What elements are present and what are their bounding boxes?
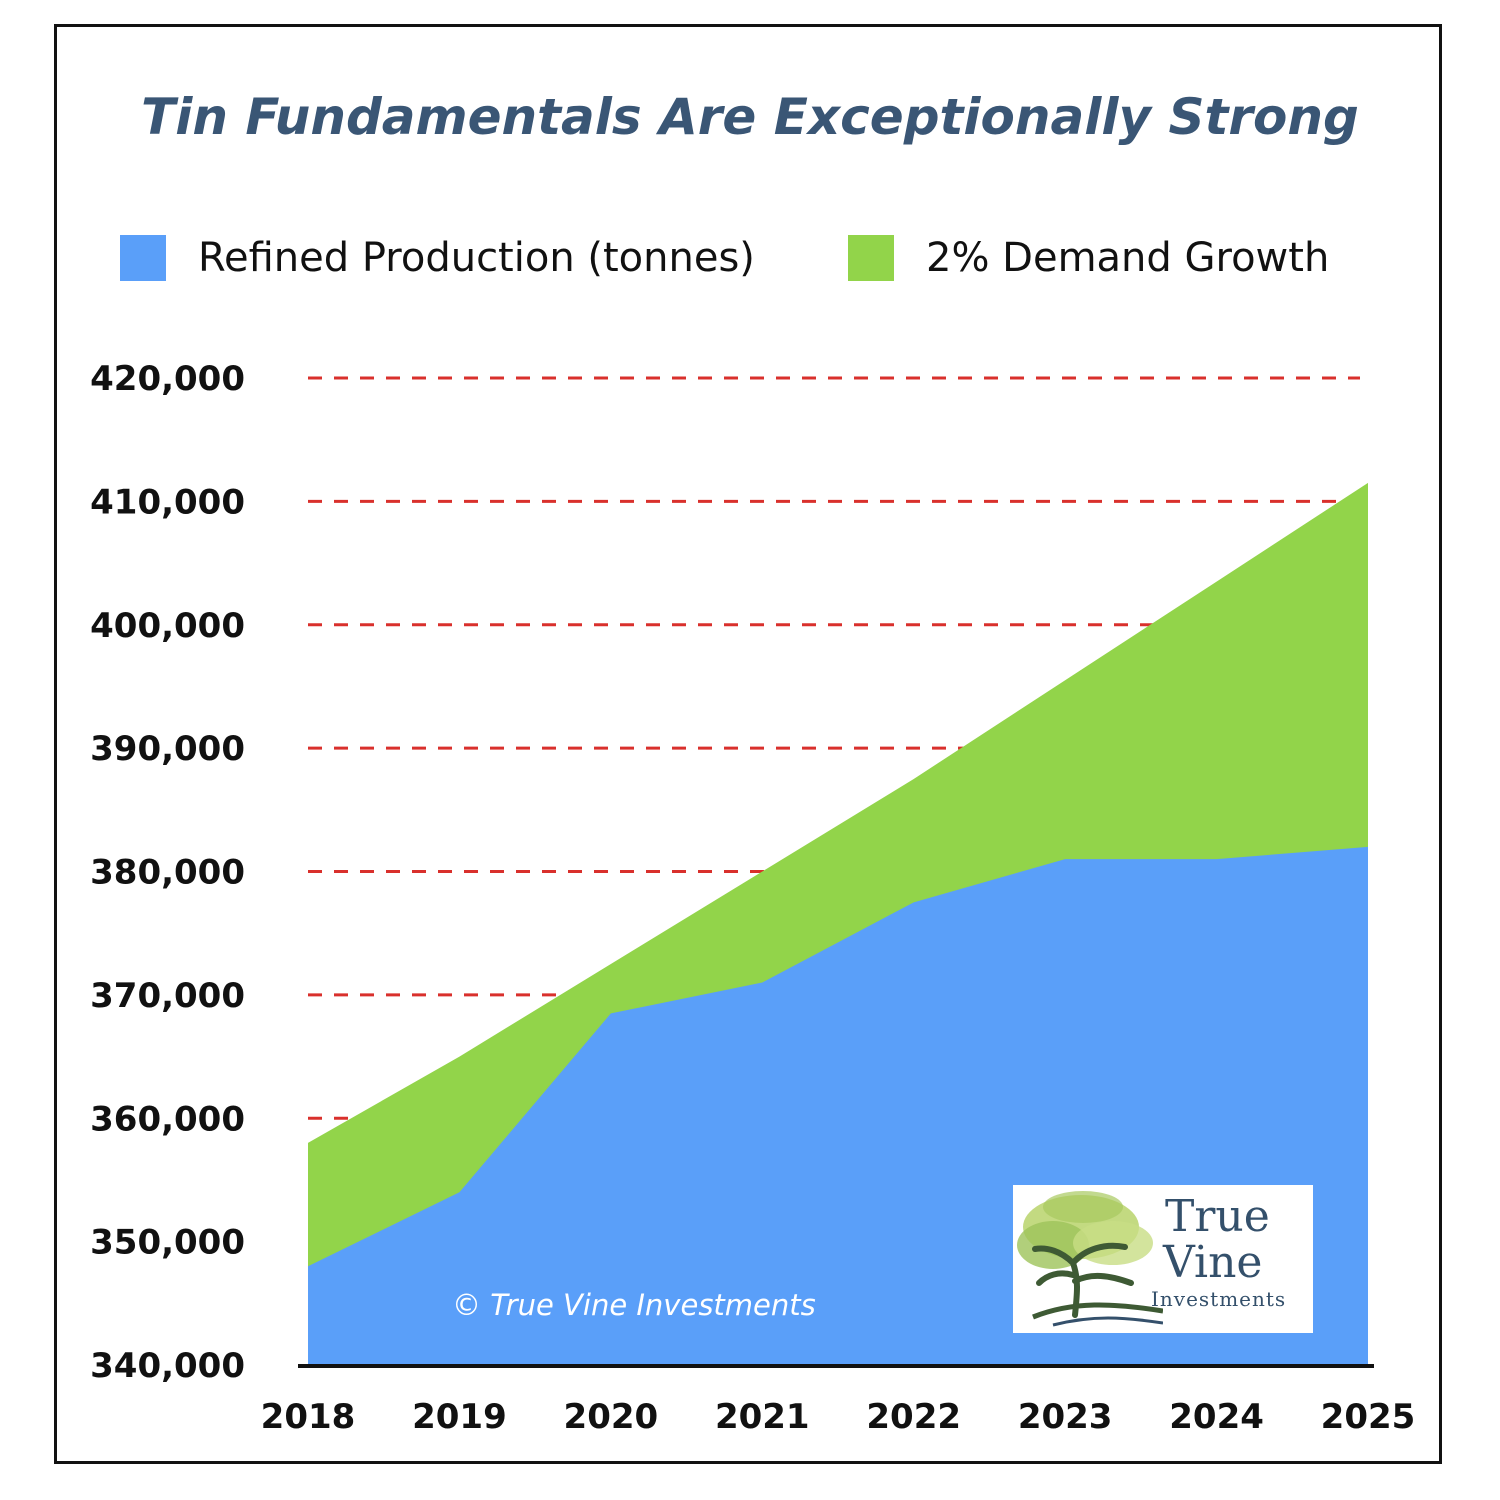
y-tick-label: 390,000 [90,729,245,769]
legend-label-demand-growth: 2% Demand Growth [926,235,1330,281]
y-tick-label: 400,000 [90,606,245,646]
true-vine-logo: True Vine Investments [1013,1185,1313,1333]
y-tick-label: 350,000 [90,1223,245,1263]
logo-text-investments: Investments [1151,1287,1287,1311]
legend-item-demand-growth: 2% Demand Growth [848,230,1329,286]
y-tick-label: 410,000 [90,482,245,522]
logo-text-true: True [1165,1191,1270,1242]
legend-label-refined-production: Refined Production (tonnes) [198,235,755,281]
chart-title: Tin Fundamentals Are Exceptionally Stron… [141,88,1359,146]
y-tick-label: 420,000 [90,359,245,399]
legend-swatch-refined-production [120,235,166,281]
logo-text-vine: Vine [1163,1237,1263,1288]
y-tick-label: 340,000 [90,1346,245,1386]
legend: Refined Production (tonnes) 2% Demand Gr… [0,230,1500,286]
x-tick-label: 2018 [261,1397,356,1437]
y-tick-label: 360,000 [90,1099,245,1139]
x-tick-labels: 2018 2019 2020 2021 2022 2023 2024 2025 [261,1397,1416,1437]
x-tick-label: 2022 [866,1397,961,1437]
tree-icon [1017,1191,1164,1327]
y-tick-label: 380,000 [90,853,245,893]
y-tick-labels: 340,000 350,000 360,000 370,000 380,000 390,0… [90,359,245,1386]
legend-swatch-demand-growth [848,235,894,281]
y-tick-label: 370,000 [90,976,245,1016]
x-tick-label: 2021 [715,1397,810,1437]
x-tick-label: 2024 [1169,1397,1264,1437]
x-tick-label: 2025 [1321,1397,1416,1437]
chart-frame [54,24,1442,1464]
x-tick-label: 2019 [412,1397,507,1437]
legend-item-refined-production: Refined Production (tonnes) [120,230,755,286]
x-tick-label: 2020 [564,1397,659,1437]
copyright-text: © True Vine Investments [452,1288,816,1322]
x-tick-label: 2023 [1018,1397,1113,1437]
